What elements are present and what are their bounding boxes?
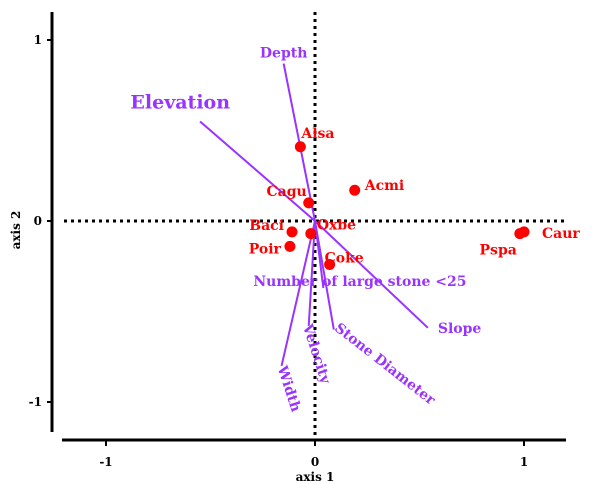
x-tick-label: -1 <box>99 455 112 469</box>
vector-label-width: Width <box>273 363 303 414</box>
vector-elevation <box>199 120 316 222</box>
vector-label-number-of-large-stone-25: Number of large stone <25 <box>253 274 466 290</box>
x-tick-label: 1 <box>520 455 528 469</box>
point-label-baci: Baci <box>249 218 284 234</box>
vector-velocity <box>307 220 316 327</box>
vector-slope <box>314 220 429 329</box>
y-tick-label: 1 <box>34 33 42 47</box>
vector-width <box>280 220 316 367</box>
point-alsa <box>294 141 306 153</box>
point-baci <box>286 226 298 238</box>
point-labels: Alsa Acmi Cagu Oxbe Baci Poir Coke Caur Pspa <box>249 126 581 267</box>
point-label-poir: Poir <box>249 241 282 257</box>
vector-label-depth: Depth <box>260 46 307 62</box>
vector-label-elevation: Elevation <box>130 91 230 113</box>
point-coke <box>324 258 336 270</box>
point-label-coke: Coke <box>325 250 364 266</box>
point-label-cagu: Cagu <box>267 184 307 200</box>
point-label-caur: Caur <box>542 226 580 242</box>
vector-labels: Depth Elevation Number of large stone <25 S… <box>130 46 481 414</box>
vector-label-stone-diameter: Stone Diameter <box>331 320 438 409</box>
point-cagu <box>303 197 315 209</box>
vector-label-slope: Slope <box>438 321 482 337</box>
axes: -1 0 1 -1 0 1 <box>29 12 566 469</box>
y-axis-title: axis 2 <box>9 211 23 250</box>
data-points <box>284 141 530 270</box>
point-label-alsa: Alsa <box>300 126 334 142</box>
y-tick-label: -1 <box>29 395 42 409</box>
point-pspa <box>514 228 526 240</box>
x-tick-label: 0 <box>311 455 319 469</box>
point-label-oxbe: Oxbe <box>317 218 356 234</box>
point-oxbe <box>305 228 317 240</box>
vector-stone-diameter <box>314 220 335 330</box>
point-label-acmi: Acmi <box>364 178 405 194</box>
point-poir <box>284 240 296 252</box>
y-tick-label: 0 <box>34 214 42 228</box>
point-label-pspa: Pspa <box>480 243 517 259</box>
vector-label-velocity: Velocity <box>299 321 334 386</box>
point-acmi <box>349 184 361 196</box>
x-axis-title: axis 1 <box>296 470 335 484</box>
